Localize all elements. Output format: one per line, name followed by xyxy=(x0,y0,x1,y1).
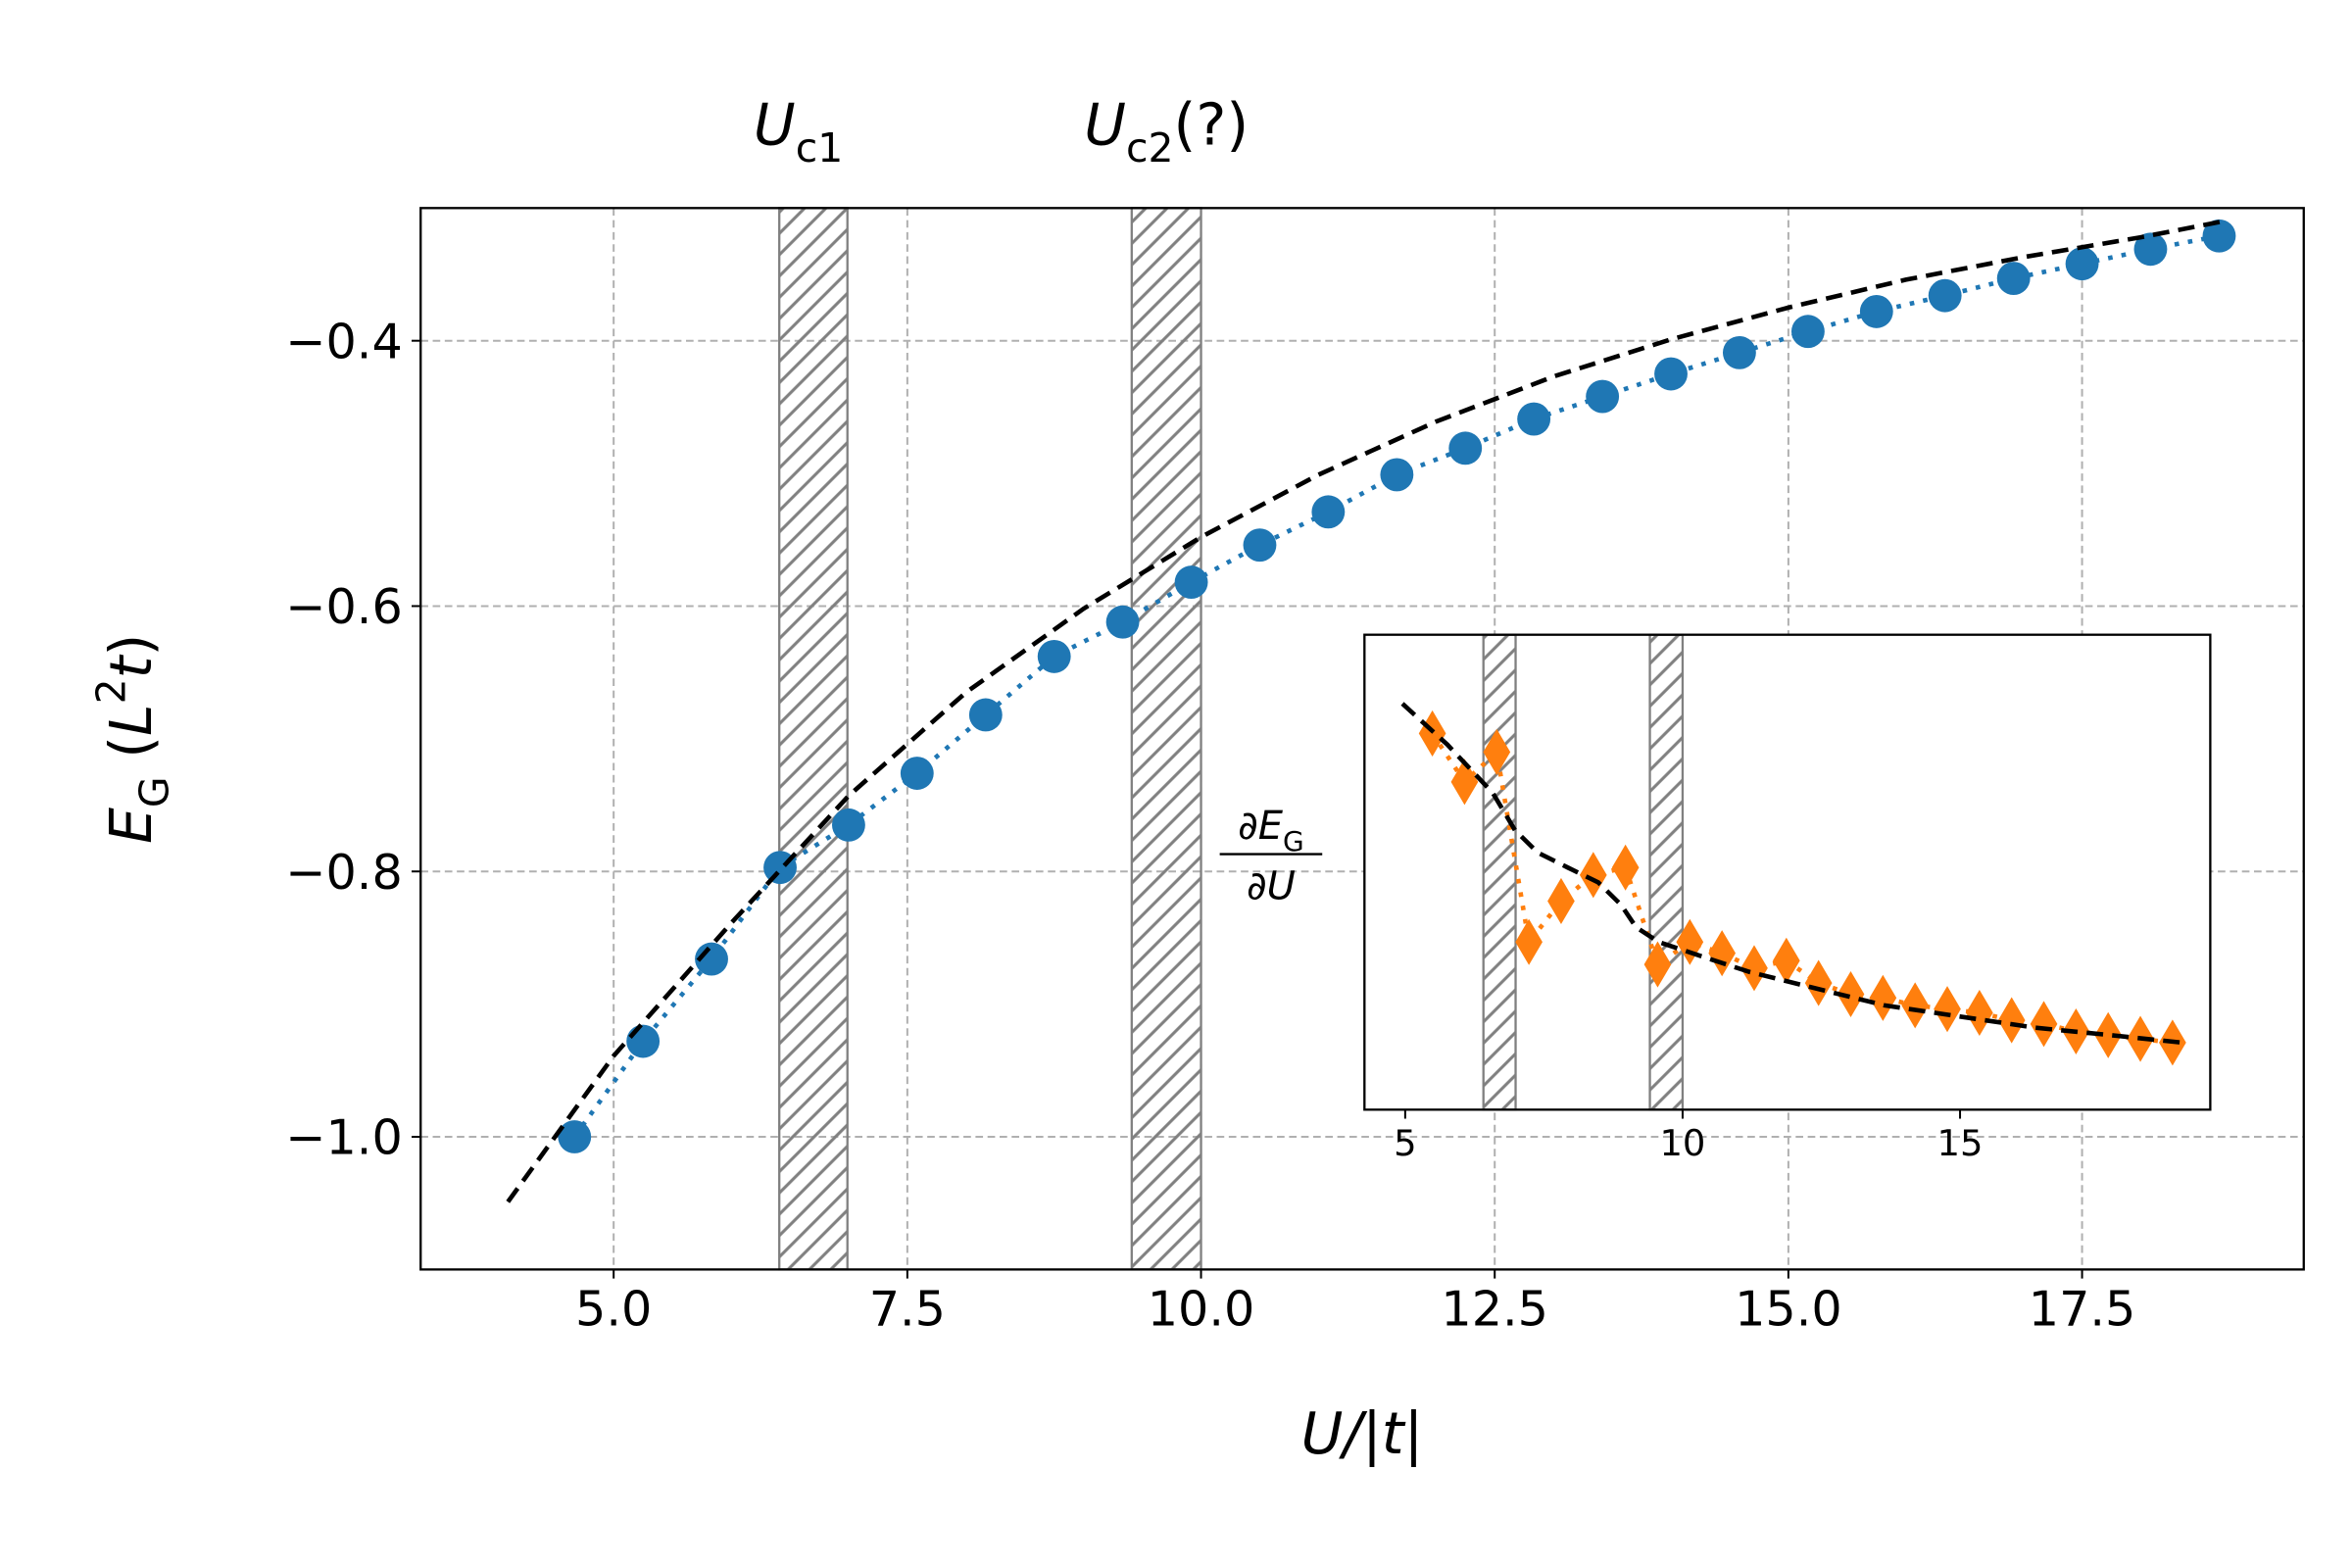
hatched-band xyxy=(1648,633,1685,1111)
y-tick-label: −0.6 xyxy=(285,578,403,635)
data-point xyxy=(2133,232,2168,267)
data-point xyxy=(968,698,1003,732)
data-point xyxy=(1772,937,1800,984)
data-point xyxy=(626,1024,661,1058)
y-tick-label: −0.4 xyxy=(285,313,403,369)
label-part: G xyxy=(130,776,177,808)
x-tick-label: 5.0 xyxy=(575,1281,652,1338)
x-tick-label: 12.5 xyxy=(1441,1281,1548,1338)
data-point xyxy=(1869,974,1897,1021)
dashed-line xyxy=(1400,702,2182,1046)
data-point xyxy=(1579,852,1607,899)
x-tick-label: 7.5 xyxy=(869,1281,946,1338)
data-point xyxy=(1517,402,1551,436)
data-point xyxy=(1174,565,1208,600)
data-point xyxy=(1483,728,1511,775)
axes-frame xyxy=(419,207,2305,1271)
x-tick-label: 10.0 xyxy=(1148,1281,1255,1338)
data-point xyxy=(1380,458,1414,492)
data-point xyxy=(831,808,865,842)
data-point xyxy=(1804,959,1833,1006)
label-part: 2 xyxy=(88,678,135,704)
x-tick-label: 15 xyxy=(1937,1122,1984,1164)
label-part: U/|t| xyxy=(1301,1400,1424,1467)
label-part: (?) xyxy=(1174,92,1250,159)
data-point xyxy=(1515,918,1543,965)
data-point xyxy=(1448,431,1483,466)
y-axis-label: EG (L2t) xyxy=(88,634,178,844)
data-point xyxy=(1311,495,1346,529)
label-part: ∂E xyxy=(1238,804,1284,849)
y-tick-label: −1.0 xyxy=(285,1109,403,1166)
x-tick-label: 15.0 xyxy=(1735,1281,1842,1338)
label-part: ( xyxy=(98,736,165,776)
y-axis-label-numerator: ∂EG xyxy=(1238,804,1304,858)
x-tick-label: 10 xyxy=(1659,1122,1705,1164)
y-axis-label-denominator: ∂U xyxy=(1247,864,1296,909)
label-part: c2 xyxy=(1126,124,1174,172)
data-point xyxy=(2202,219,2236,253)
data-point xyxy=(1928,278,1962,313)
hatched-band xyxy=(1130,207,1202,1271)
label-part: c1 xyxy=(796,124,844,172)
data-point xyxy=(1586,379,1620,414)
data-point xyxy=(1708,930,1736,977)
data-point xyxy=(1722,335,1756,369)
data-point xyxy=(1790,315,1825,349)
annotation: Uc2(?) xyxy=(1084,92,1249,172)
data-point xyxy=(695,942,728,976)
data-point xyxy=(2030,1001,2058,1048)
label-part: G xyxy=(1283,825,1304,858)
axes-frame xyxy=(1363,633,2212,1111)
label-part: L xyxy=(98,704,165,736)
data-point xyxy=(1243,528,1277,563)
y-tick-label: −0.8 xyxy=(285,844,403,901)
x-tick-label: 17.5 xyxy=(2029,1281,2136,1338)
label-part: U xyxy=(1084,92,1126,159)
data-point xyxy=(1037,639,1071,673)
data-point xyxy=(1996,262,2031,295)
x-tick-label: 5 xyxy=(1394,1122,1416,1164)
label-part: ) xyxy=(98,634,165,657)
data-point xyxy=(1859,294,1893,328)
x-axis-label: U/|t| xyxy=(1301,1400,1424,1467)
label-part: ∂U xyxy=(1247,864,1296,909)
label-part: E xyxy=(98,808,165,844)
label-part: U xyxy=(754,92,796,159)
label-part: t xyxy=(98,654,165,678)
annotation: Uc1 xyxy=(754,92,843,172)
data-point xyxy=(1105,605,1140,639)
dashed-line xyxy=(506,219,2224,1203)
data-point xyxy=(2094,1011,2123,1058)
data-point xyxy=(1450,759,1479,806)
data-point xyxy=(2065,247,2099,281)
data-point xyxy=(900,757,934,790)
hatched-band xyxy=(1482,633,1517,1111)
data-point xyxy=(1837,970,1865,1018)
data-point xyxy=(1654,357,1688,391)
hatched-band xyxy=(778,207,849,1271)
data-point xyxy=(558,1120,592,1153)
